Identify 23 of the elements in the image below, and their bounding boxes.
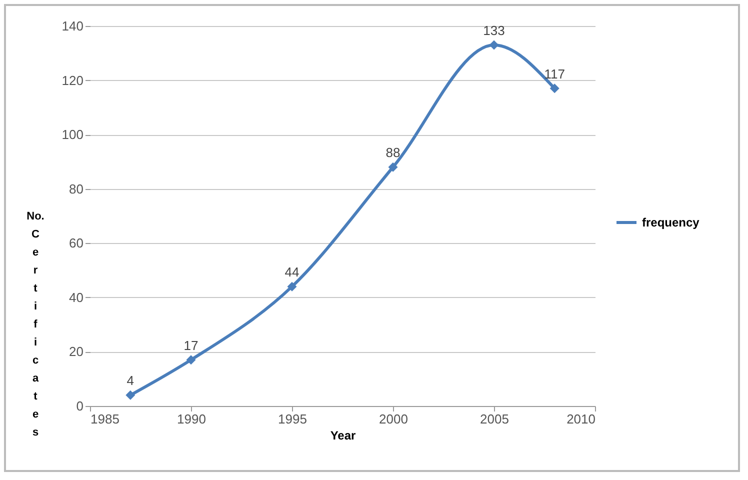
- x-tick-label: 2005: [480, 412, 509, 426]
- y-tick-label: 140: [62, 18, 84, 34]
- x-tick-label: 1985: [90, 412, 120, 426]
- y-tick-label: 120: [62, 72, 84, 88]
- x-axis-title: Year: [330, 428, 356, 442]
- y-tick-label: 80: [69, 181, 84, 196]
- x-tick-label: 2000: [379, 412, 408, 426]
- legend-label: frequency: [642, 216, 700, 230]
- x-tick-label: 1990: [177, 412, 206, 426]
- data-label: 133: [483, 23, 505, 38]
- data-label: 117: [544, 66, 565, 82]
- data-label: 88: [386, 145, 400, 160]
- x-tick-label: 1995: [278, 412, 307, 426]
- text: No. Certificates: [26, 210, 44, 438]
- x-tick-label: 2010: [566, 412, 596, 426]
- data-label: 17: [184, 338, 198, 353]
- data-label: 4: [126, 373, 134, 388]
- y-tick-label: 60: [69, 236, 84, 251]
- data-label: 44: [284, 264, 300, 280]
- y-tick-label: 0: [76, 398, 84, 414]
- y-tick-label: 40: [69, 290, 84, 305]
- y-tick-label: 20: [69, 344, 84, 360]
- y-tick-label: 100: [62, 127, 84, 142]
